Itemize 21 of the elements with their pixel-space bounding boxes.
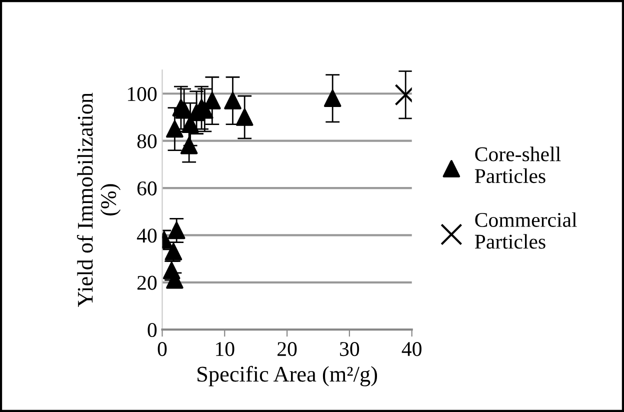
point (168, 222, 186, 240)
y-tick-label: 0 (148, 322, 157, 338)
x-tick-label: 40 (402, 342, 422, 356)
y-tick-label: 20 (137, 276, 157, 290)
point (166, 120, 184, 138)
x-tick-label: 30 (340, 342, 360, 356)
legend-label: Core-shell Particles (474, 146, 561, 184)
point (324, 90, 342, 108)
y-tick-label: 60 (137, 181, 157, 196)
y-axis-title: Yield of Immobilization (%) (76, 92, 121, 307)
x-axis-title: Specific Area (m²/g) (198, 366, 378, 386)
y-tick-label: 80 (137, 134, 157, 148)
point (180, 136, 198, 154)
x-tick-label: 20 (278, 342, 297, 356)
y-tick-label: 100 (128, 87, 157, 102)
point (224, 92, 242, 110)
legend-label: Commercial Particles (474, 212, 577, 249)
x-tick-label: 0 (158, 342, 167, 356)
x-tick-label: 10 (216, 342, 234, 356)
point (236, 108, 254, 126)
y-tick-label: 40 (136, 228, 157, 243)
